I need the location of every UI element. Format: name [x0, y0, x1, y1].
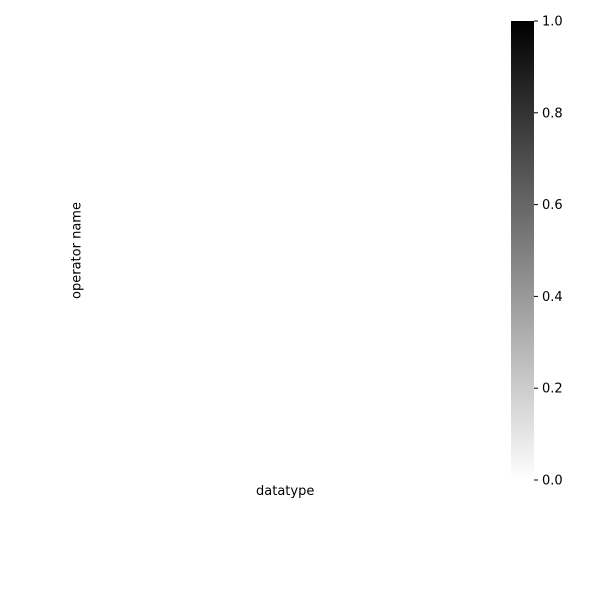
colorbar-tick-label: 0.8: [542, 106, 563, 121]
colorbar-tick-label: 0.0: [542, 474, 563, 489]
colorbar-tick-label: 0.2: [542, 382, 563, 397]
colorbar-tick-label: 0.4: [542, 290, 563, 305]
colorbar-gradient: [511, 21, 534, 480]
colorbar-tick-label: 1.0: [542, 15, 563, 30]
x-axis-label: datatype: [256, 484, 315, 499]
colorbar-ticks: 0.0 0.2 0.4 0.6 0.8 1.0: [534, 15, 563, 489]
colorbar-tick-label: 0.6: [542, 198, 563, 213]
